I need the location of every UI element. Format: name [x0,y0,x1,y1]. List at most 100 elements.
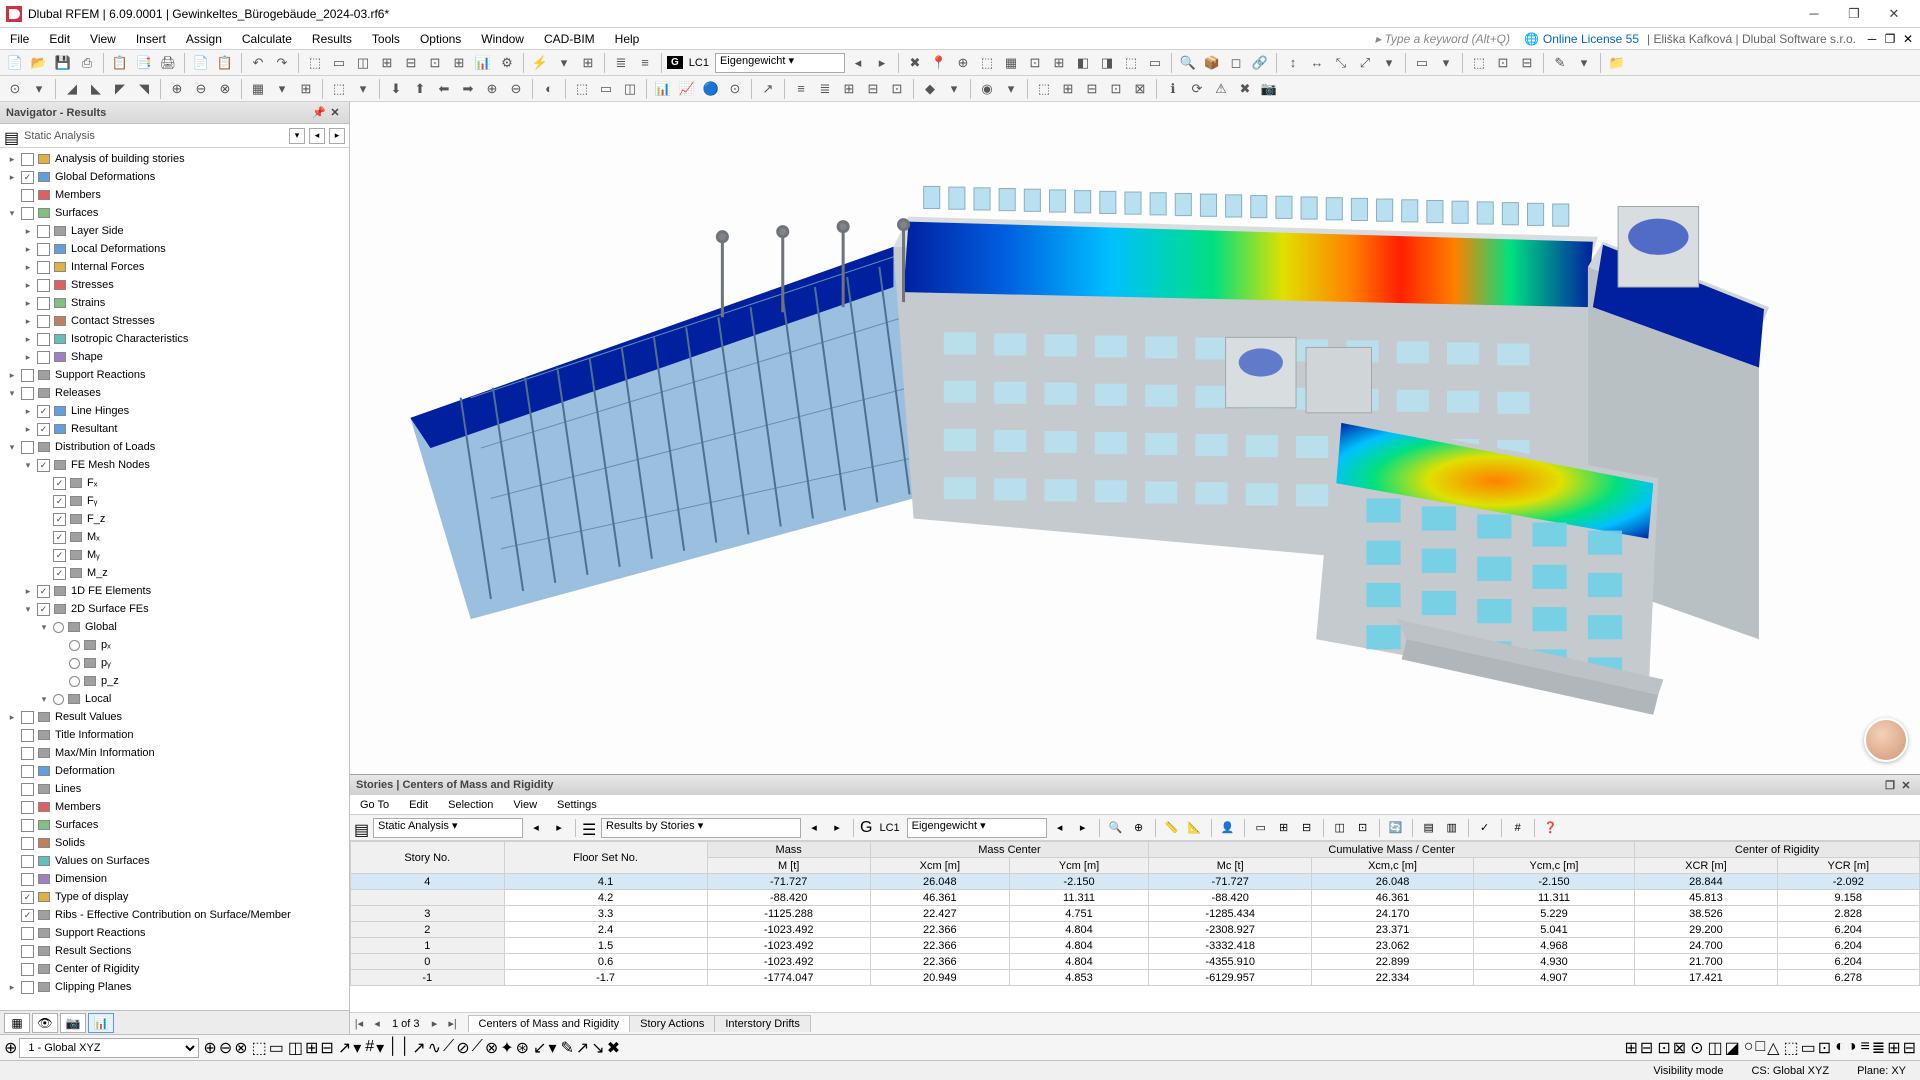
tree-item[interactable]: ▸Contact Stresses [0,312,349,330]
bottom-tool[interactable]: ⊖ [219,1038,232,1058]
mdi-close-icon[interactable]: ✕ [1900,32,1916,46]
bottom-tool[interactable]: △ [1767,1038,1779,1058]
toolbar-button[interactable]: 📋 [214,52,236,74]
lc-next-icon[interactable]: ▸ [1073,818,1093,838]
menu-view[interactable]: View [80,30,126,48]
lc-nav[interactable]: ◂ [847,52,869,74]
bottom-tool[interactable]: ↘ [591,1038,604,1058]
nav-tab-display[interactable]: 👁 [32,1013,58,1033]
mdi-restore-icon[interactable]: ❐ [1882,32,1898,46]
toolbar-button[interactable]: 📄 [190,52,212,74]
bottom-tool[interactable]: ⊞ [305,1038,318,1058]
results-grid[interactable]: Story No.Floor Set No.MassMass CenterCum… [350,841,1920,1012]
panel-menu-view[interactable]: View [503,797,547,813]
toolbar-button[interactable]: ≣ [610,52,632,74]
lc-nav[interactable]: ▸ [871,52,893,74]
panel-tool-button[interactable]: 👤 [1218,818,1238,838]
panel-tool-button[interactable]: ✓ [1475,818,1495,838]
toolbar-button[interactable]: 📑 [133,52,155,74]
bottom-tool[interactable]: ⊞ [1625,1038,1638,1058]
toolbar-button[interactable]: 📄 [4,52,26,74]
toolbar-button[interactable]: 📋 [109,52,131,74]
toolbar-button[interactable]: ▦ [247,78,269,100]
toolbar-button[interactable]: ⬆ [409,78,431,100]
toolbar-button[interactable]: ⟳ [1186,78,1208,100]
panel-tool-button[interactable]: ⊞ [1274,818,1294,838]
toolbar-button[interactable]: ↗ [757,78,779,100]
toolbar-button[interactable]: 🔵 [700,78,722,100]
toolbar-button[interactable]: ⬚ [1033,78,1055,100]
tree-item[interactable]: Solids [0,834,349,852]
maximize-button[interactable]: ❐ [1834,2,1874,26]
tree-item[interactable]: ▾Distribution of Loads [0,438,349,456]
panel-tool-button[interactable]: ❓ [1541,818,1561,838]
panel-tool-button[interactable]: ⊟ [1297,818,1317,838]
toolbar-button[interactable]: ▭ [1411,52,1433,74]
toolbar-button[interactable]: ⬅ [433,78,455,100]
toolbar-button[interactable]: ▾ [271,78,293,100]
tree-item[interactable]: ▾Local [0,690,349,708]
panel-tool-button[interactable]: 📏 [1162,818,1182,838]
toolbar-button[interactable]: ⊞ [1048,52,1070,74]
toolbar-button[interactable]: ▾ [352,78,374,100]
tree-item[interactable]: M_z [0,564,349,582]
tree-item[interactable]: ▾FE Mesh Nodes [0,456,349,474]
toolbar-button[interactable]: ⊙ [724,78,746,100]
plane-label[interactable]: Plane: XY [1849,1065,1914,1077]
toolbar-button[interactable]: ▾ [1435,52,1457,74]
bottom-tool[interactable]: ⟋ [443,1038,454,1058]
tree-item[interactable]: Values on Surfaces [0,852,349,870]
bottom-tool[interactable]: ▭ [269,1038,284,1058]
toolbar-button[interactable]: ⊞ [295,78,317,100]
toolbar-button[interactable]: ◐ [538,78,560,100]
toolbar-button[interactable]: ◢ [61,78,83,100]
toolbar-button[interactable]: ⊡ [1024,52,1046,74]
toolbar-button[interactable]: ⊞ [838,78,860,100]
toolbar-button[interactable]: ⊠ [1129,78,1151,100]
filter-dropdown[interactable]: ▾ [289,128,305,144]
panel-filter1[interactable]: Static Analysis ▾ [373,818,523,838]
prev-page-icon[interactable]: ◂ [368,1017,386,1030]
bottom-tool[interactable]: │ [388,1038,398,1058]
tree-item[interactable]: Title Information [0,726,349,744]
toolbar-button[interactable]: ⊞ [376,52,398,74]
filter-label[interactable]: Static Analysis [24,130,285,142]
bottom-tool[interactable]: ∿ [428,1038,441,1058]
tree-item[interactable]: Members [0,798,349,816]
toolbar-button[interactable]: ⚡ [529,52,551,74]
panel-tool-button[interactable]: ▭ [1251,818,1271,838]
tree-item[interactable]: ▾2D Surface FEs [0,600,349,618]
toolbar-button[interactable]: ⊕ [481,78,503,100]
tree-item[interactable]: ▸Stresses [0,276,349,294]
panel-tool-button[interactable]: ◫ [1330,818,1350,838]
bottom-tool[interactable]: ◐ [1835,1038,1845,1058]
next-button[interactable]: ▸ [329,128,345,144]
tree-item[interactable]: ▸Shape [0,348,349,366]
toolbar-button[interactable]: ▾ [1573,52,1595,74]
license-link[interactable]: 🌐Online License 55 [1516,32,1647,46]
toolbar-button[interactable]: 📂 [28,52,50,74]
tree-item[interactable]: pᵧ [0,654,349,672]
toolbar-button[interactable]: ⊖ [505,78,527,100]
panel-tool-button[interactable]: ▥ [1442,818,1462,838]
bottom-tool[interactable]: ⊟ [320,1038,333,1058]
toolbar-button[interactable]: ⊡ [1105,78,1127,100]
toolbar-button[interactable]: ≣ [814,78,836,100]
toolbar-button[interactable]: 📊 [652,78,674,100]
toolbar-button[interactable]: ✎ [1549,52,1571,74]
bottom-tool[interactable]: ⊘ [456,1038,469,1058]
toolbar-button[interactable]: ◉ [976,78,998,100]
panel-menu-selection[interactable]: Selection [438,797,503,813]
tree-item[interactable]: ▸Strains [0,294,349,312]
cs-label[interactable]: CS: Global XYZ [1743,1065,1837,1077]
model-view[interactable] [350,102,1920,774]
tree-item[interactable]: Result Sections [0,942,349,960]
tree-item[interactable]: Surfaces [0,816,349,834]
bottom-tool[interactable]: ⟋ [472,1038,483,1058]
bottom-tool[interactable]: ⬚ [1783,1038,1798,1058]
bottom-tool[interactable]: ◫ [288,1038,303,1058]
panel-tool-button[interactable]: # [1508,818,1528,838]
cs-combo[interactable]: 1 - Global XYZ [19,1038,199,1058]
toolbar-button[interactable]: ✖ [904,52,926,74]
nav-tab-results[interactable]: 📊 [88,1013,114,1033]
